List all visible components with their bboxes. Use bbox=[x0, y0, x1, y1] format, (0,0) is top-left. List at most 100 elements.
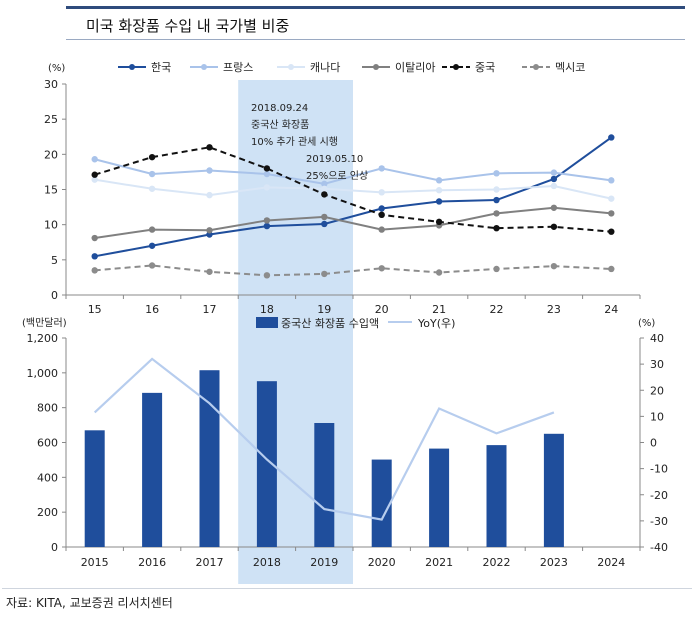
page-title: 미국 화장품 수입 내 국가별 비중 bbox=[86, 17, 290, 35]
data-point-france bbox=[263, 170, 271, 178]
bar-import-value bbox=[256, 381, 277, 547]
data-point-italy bbox=[91, 234, 98, 242]
annotation-text: 2018.09.24 bbox=[251, 103, 308, 114]
y-tick-label: 5 bbox=[51, 254, 58, 267]
data-point-canada bbox=[378, 189, 385, 196]
y-tick-label: 25 bbox=[44, 113, 58, 126]
data-point-china bbox=[493, 224, 500, 232]
data-point-canada bbox=[493, 186, 500, 193]
series-line-mexico bbox=[94, 264, 612, 277]
x-tick-label: 2022 bbox=[483, 556, 511, 569]
x-tick-label: 2020 bbox=[368, 556, 396, 569]
data-point-china bbox=[206, 144, 213, 151]
legend-label-korea: 한국 bbox=[151, 61, 171, 74]
x-tick-label: 22 bbox=[490, 303, 504, 316]
x-tick-label: 23 bbox=[547, 303, 561, 316]
y2-tick-label: 40 bbox=[650, 332, 664, 345]
data-point-canada bbox=[148, 185, 156, 192]
y-tick-label: 1,000 bbox=[27, 367, 59, 380]
data-point-france bbox=[148, 170, 156, 178]
data-point-france bbox=[378, 165, 385, 172]
bar-import-value bbox=[199, 370, 220, 547]
data-point-korea bbox=[321, 220, 328, 228]
series-line-canada bbox=[94, 178, 612, 200]
x-tick-label: 24 bbox=[604, 303, 618, 316]
bar-import-value bbox=[429, 448, 450, 547]
legend-marker-china bbox=[453, 64, 459, 70]
legend-label-yoy: YoY(우) bbox=[417, 317, 455, 330]
legend-marker-canada bbox=[288, 64, 294, 70]
y-tick-label: 0 bbox=[51, 541, 58, 554]
legend-marker-korea bbox=[129, 64, 135, 70]
annotation-text: 2019.05.10 bbox=[306, 154, 363, 165]
x-tick-label: 2017 bbox=[196, 556, 224, 569]
data-point-canada bbox=[206, 191, 213, 199]
share-line-chart: 0 5 10 15 20 25 30 15 16 17 18 19 20 21 22 23 24 (%) 한국 프랑스… bbox=[44, 61, 641, 330]
x-tick-label: 2019 bbox=[310, 556, 338, 569]
y-axis-unit-left: (백만달러) bbox=[22, 317, 67, 329]
data-point-mexico bbox=[608, 265, 615, 273]
series-line-korea bbox=[94, 136, 612, 258]
legend-label-mexico: 멕시코 bbox=[555, 61, 585, 74]
y-axis-unit-right: (%) bbox=[638, 318, 655, 329]
annotation-text: 25%으로 인상 bbox=[306, 170, 368, 182]
data-point-italy bbox=[550, 204, 558, 211]
data-point-italy bbox=[263, 217, 271, 224]
data-point-china bbox=[378, 211, 385, 219]
data-point-china bbox=[263, 165, 271, 172]
legend-marker-italy bbox=[373, 64, 379, 70]
data-point-korea bbox=[148, 242, 156, 249]
data-point-france bbox=[493, 170, 500, 177]
data-point-mexico bbox=[206, 268, 213, 275]
data-point-france bbox=[608, 177, 615, 184]
x-tick-label: 16 bbox=[145, 303, 159, 316]
title-underline bbox=[66, 39, 685, 40]
y-axis-unit: (%) bbox=[48, 63, 65, 74]
data-point-france bbox=[550, 169, 558, 176]
data-point-china bbox=[91, 171, 98, 178]
x-tick-label: 21 bbox=[432, 303, 446, 316]
data-point-mexico bbox=[321, 270, 328, 278]
y-tick-label: 400 bbox=[37, 471, 58, 484]
series-line-france bbox=[94, 158, 612, 185]
x-tick-label: 20 bbox=[375, 303, 389, 316]
data-point-canada bbox=[263, 184, 271, 191]
y2-tick-label: -40 bbox=[650, 541, 668, 554]
legend-label-italy: 이탈리아 bbox=[395, 61, 435, 74]
y2-tick-label: 10 bbox=[650, 410, 664, 423]
data-point-italy bbox=[206, 227, 213, 234]
data-point-france bbox=[91, 156, 98, 163]
x-tick-label: 2021 bbox=[425, 556, 453, 569]
data-point-mexico bbox=[148, 262, 156, 269]
y-tick-label: 20 bbox=[44, 148, 58, 161]
annotation-text: 중국산 화장품 bbox=[251, 119, 309, 131]
y-tick-label: 10 bbox=[44, 219, 58, 232]
data-point-mexico bbox=[378, 265, 385, 272]
y-tick-label: 1,200 bbox=[27, 332, 59, 345]
y2-tick-label: 30 bbox=[650, 358, 664, 371]
bottom-rule bbox=[2, 588, 692, 589]
legend-swatch-import bbox=[256, 317, 278, 328]
x-tick-label: 2018 bbox=[253, 556, 281, 569]
bar-import-value bbox=[142, 392, 163, 547]
y2-tick-label: 20 bbox=[650, 384, 664, 397]
data-point-france bbox=[321, 180, 328, 188]
data-point-china bbox=[321, 191, 328, 198]
legend-marker-mexico bbox=[533, 64, 539, 70]
bar-import-value bbox=[84, 430, 105, 547]
annotation-text: 10% 추가 관세 시행 bbox=[251, 136, 338, 148]
legend-label-canada: 캐나다 bbox=[310, 61, 340, 74]
series-line-china bbox=[94, 146, 612, 233]
legend-label-import: 중국산 화장품 수입액 bbox=[281, 317, 379, 330]
data-point-china bbox=[608, 228, 615, 235]
y-tick-label: 0 bbox=[51, 289, 58, 302]
data-point-china bbox=[550, 223, 558, 230]
data-point-korea bbox=[435, 198, 443, 205]
x-tick-label: 15 bbox=[88, 303, 102, 316]
legend-marker-france bbox=[201, 64, 207, 70]
y2-tick-label: -30 bbox=[650, 515, 668, 528]
y-tick-label: 15 bbox=[44, 184, 58, 197]
y-tick-label: 30 bbox=[44, 78, 58, 91]
data-point-korea bbox=[378, 205, 385, 212]
data-point-italy bbox=[148, 226, 156, 233]
